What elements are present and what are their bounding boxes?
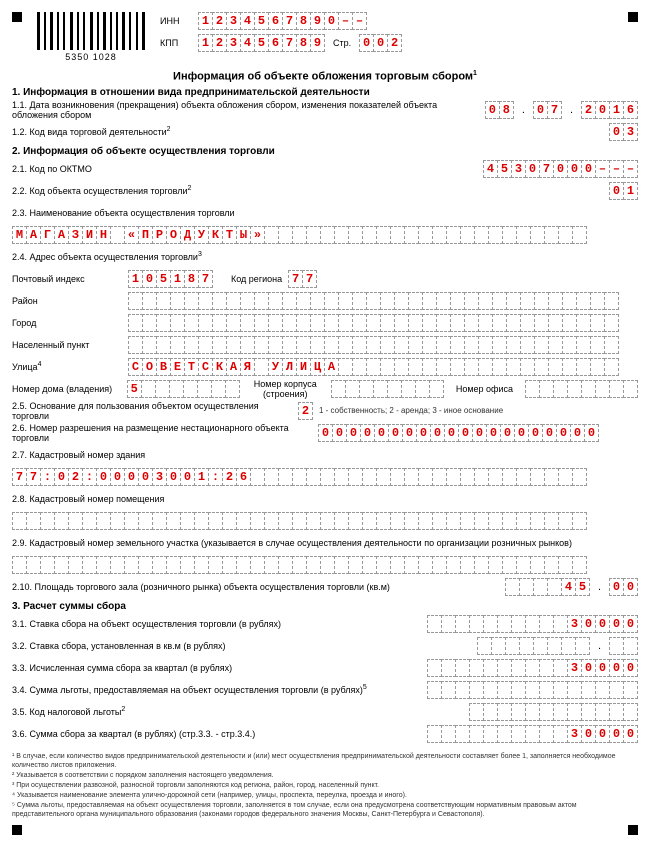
cells-2-10b: 00 — [609, 578, 638, 596]
label-2-9: 2.9. Кадастровый номер земельного участк… — [12, 538, 638, 548]
barcode-block: 5350 1028 — [37, 12, 145, 62]
inn-cells: 1234567890–– — [198, 12, 367, 30]
street-label: Улица4 — [12, 361, 122, 372]
label-3-5: 3.5. Код налоговой льготы2 — [12, 706, 463, 717]
city-label: Город — [12, 318, 122, 328]
form-header: 5350 1028 ИНН 1234567890–– КПП 123456789… — [12, 12, 638, 62]
label-3-6: 3.6. Сумма сбора за квартал (в рублях) (… — [12, 729, 421, 739]
office-cells — [525, 380, 638, 398]
corner-marker — [12, 12, 22, 22]
office-label: Номер офиса — [450, 384, 519, 394]
corner-marker — [628, 12, 638, 22]
cells-2-9 — [12, 556, 587, 574]
label-2-2: 2.2. Код объекта осуществления торговли2 — [12, 185, 603, 196]
corner-marker — [628, 825, 638, 835]
cells-3-3: 30000 — [427, 659, 638, 677]
date-month: 07 — [533, 101, 562, 119]
cells-3-5 — [469, 703, 638, 721]
cells-3-2b — [609, 637, 638, 655]
cells-1-2: 03 — [609, 123, 638, 141]
label-2-6: 2.6. Номер разрешения на размещение нест… — [12, 423, 312, 443]
label-2-1: 2.1. Код по ОКТМО — [12, 164, 477, 174]
cells-2-3: МАГАЗИН«ПРОДУКТЫ» — [12, 226, 587, 244]
cells-2-8 — [12, 512, 587, 530]
label-2-8: 2.8. Кадастровый номер помещения — [12, 494, 638, 504]
footnotes: ¹ В случае, если количество видов предпр… — [12, 752, 638, 820]
cells-2-7: 77:02:00003001:26 — [12, 468, 587, 486]
kpp-label: КПП — [160, 38, 190, 48]
label-2-3: 2.3. Наименование объекта осуществления … — [12, 208, 638, 218]
label-2-10: 2.10. Площадь торгового зала (розничного… — [12, 582, 499, 592]
date-year: 2016 — [581, 101, 638, 119]
postal-cells: 105187 — [128, 270, 213, 288]
region-cells: 77 — [288, 270, 317, 288]
section3-heading: 3. Расчет суммы сбора — [12, 601, 638, 612]
label-3-3: 3.3. Исчисленная сумма сбора за квартал … — [12, 663, 421, 673]
corner-marker — [12, 825, 22, 835]
town-label: Населенный пункт — [12, 340, 122, 350]
cells-2-6: 00000000000000000000 — [318, 424, 599, 442]
region-label: Код региона — [231, 274, 282, 284]
page-label: Стр. — [333, 38, 351, 48]
house-cells: 5 — [127, 380, 240, 398]
label-2-7: 2.7. Кадастровый номер здания — [12, 450, 638, 460]
label-2-5: 2.5. Основание для пользования объектом … — [12, 401, 292, 421]
dot-separator: . — [520, 104, 527, 116]
cells-2-5: 2 — [298, 402, 313, 420]
label-3-1: 3.1. Ставка сбора на объект осуществлени… — [12, 619, 421, 629]
form-title: Информация об объекте обложения торговым… — [12, 70, 638, 83]
dot-separator: . — [596, 581, 603, 593]
city-cells — [128, 314, 619, 332]
korpus-cells — [331, 380, 444, 398]
section1-heading: 1. Информация в отношении вида предприни… — [12, 87, 638, 98]
section2-heading: 2. Информация об объекте осуществления т… — [12, 146, 638, 157]
date-day: 08 — [485, 101, 514, 119]
cells-3-6: 30000 — [427, 725, 638, 743]
town-cells — [128, 336, 619, 354]
cells-2-2: 01 — [609, 182, 638, 200]
postal-label: Почтовый индекс — [12, 274, 122, 284]
label-1-1: 1.1. Дата возникновения (прекращения) об… — [12, 100, 479, 120]
korpus-label: Номер корпуса (строения) — [246, 379, 325, 399]
cells-3-1: 30000 — [427, 615, 638, 633]
rayon-cells — [128, 292, 619, 310]
barcode-number: 5350 1028 — [65, 52, 117, 62]
cells-3-2a — [477, 637, 590, 655]
label-2-4: 2.4. Адрес объекта осуществления торговл… — [12, 251, 638, 262]
kpp-cells: 123456789 — [198, 34, 325, 52]
barcode-icon — [37, 12, 145, 50]
house-label: Номер дома (владения) — [12, 384, 121, 394]
label-3-4: 3.4. Сумма льготы, предоставляемая на об… — [12, 684, 421, 695]
inn-label: ИНН — [160, 16, 190, 26]
rayon-label: Район — [12, 296, 122, 306]
hint-2-5: 1 - собственность; 2 - аренда; 3 - иное … — [319, 406, 503, 415]
dot-separator: . — [568, 104, 575, 116]
dot-separator: . — [596, 640, 603, 652]
label-3-2: 3.2. Ставка сбора, установленная в кв.м … — [12, 641, 471, 651]
cells-2-10a: 45 — [505, 578, 590, 596]
footer-markers — [12, 825, 638, 835]
page-cells: 002 — [359, 34, 402, 52]
header-fields: ИНН 1234567890–– КПП 123456789 Стр. 002 — [160, 12, 613, 56]
street-cells: СОВЕТСКАЯУЛИЦА — [128, 358, 619, 376]
label-1-2: 1.2. Код вида торговой деятельности2 — [12, 126, 603, 137]
cells-2-1: 45307000––– — [483, 160, 638, 178]
cells-3-4 — [427, 681, 638, 699]
